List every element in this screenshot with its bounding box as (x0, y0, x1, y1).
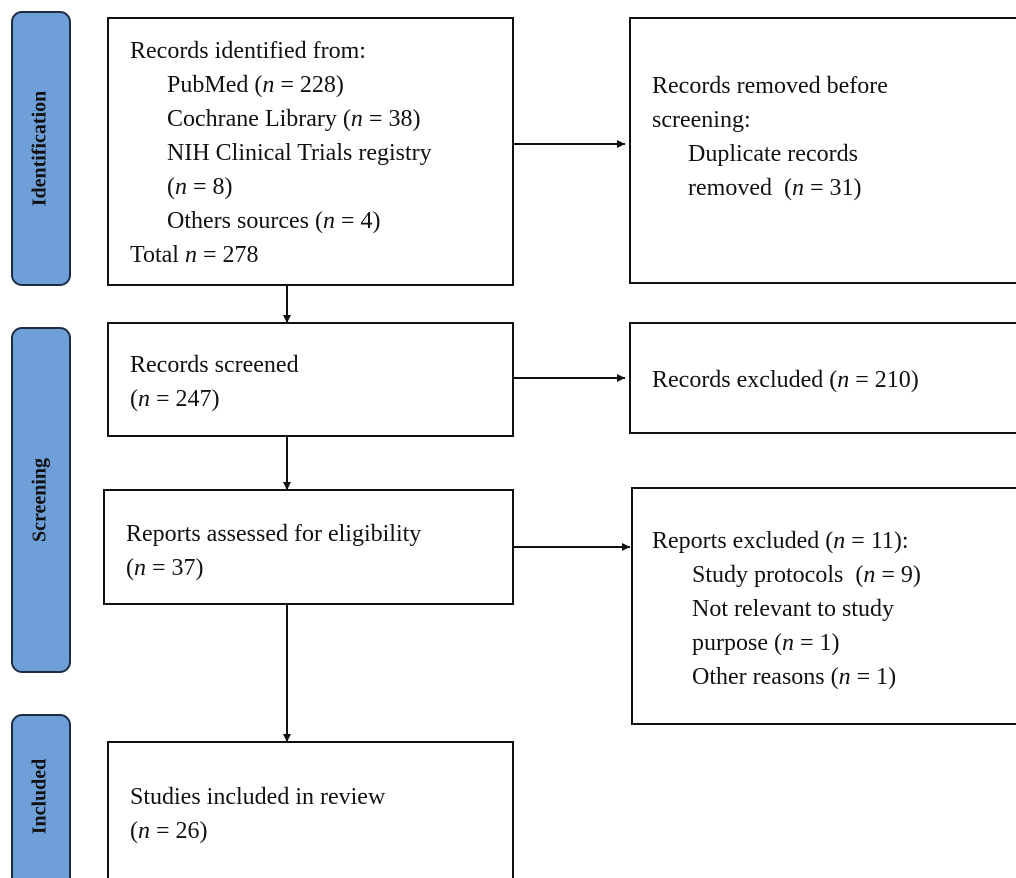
text-run: = 9) (875, 562, 921, 588)
text-run: = 1) (794, 630, 840, 656)
text-run: purpose ( (692, 630, 782, 656)
box-text: Records excluded (n = 210) (652, 367, 919, 393)
box-text: PubMed (n = 228) (167, 72, 344, 98)
box-text: (n = 37) (126, 555, 204, 581)
text-run: = 1) (851, 664, 897, 690)
italic-n: n (863, 562, 875, 588)
italic-n: n (323, 208, 335, 234)
text-run: Other reasons ( (692, 664, 839, 690)
text-run: ( (130, 818, 138, 844)
text-run: Not relevant to study (692, 596, 894, 622)
box-text: Not relevant to study (692, 596, 894, 622)
box-text: Other reasons (n = 1) (692, 664, 896, 690)
box-text: removed (n = 31) (688, 175, 862, 201)
italic-n: n (175, 174, 187, 200)
box-text: Others sources (n = 4) (167, 208, 380, 234)
text-run: ( (130, 386, 138, 412)
box-text: (n = 8) (167, 174, 233, 200)
italic-n: n (782, 630, 794, 656)
arrows (283, 140, 630, 742)
text-run: = 31) (804, 175, 862, 201)
italic-n: n (134, 555, 146, 581)
italic-n: n (262, 72, 274, 98)
text-run: Reports assessed for eligibility (126, 521, 421, 547)
text-run: = 278 (197, 242, 259, 268)
phase-bar (11, 714, 71, 878)
box-text: Studies included in review (130, 784, 386, 810)
box-text: Records screened (130, 352, 299, 378)
text-run: ( (167, 174, 175, 200)
text-run: Records identified from: (130, 38, 366, 64)
text-run: = 247) (150, 386, 220, 412)
box-text: Records identified from: (130, 38, 366, 64)
text-run: Cochrane Library ( (167, 106, 351, 132)
text-run: removed ( (688, 175, 792, 201)
italic-n: n (138, 386, 150, 412)
italic-n: n (833, 528, 845, 554)
text-run: = 11): (845, 528, 908, 554)
italic-n: n (185, 242, 197, 268)
text-run: screening: (652, 107, 751, 133)
box-text: Duplicate records (688, 141, 858, 167)
phase-label: Identification (29, 91, 51, 207)
flow-box (103, 489, 514, 605)
box-text: Records removed before (652, 73, 888, 99)
phase-bar (11, 11, 71, 286)
text-run: Records excluded ( (652, 367, 837, 393)
text-run: = 210) (849, 367, 919, 393)
box-text: Study protocols (n = 9) (692, 562, 921, 588)
text-run: = 4) (335, 208, 381, 234)
flow-box (107, 17, 514, 286)
box-text: (n = 26) (130, 818, 208, 844)
text-run: Duplicate records (688, 141, 858, 167)
italic-n: n (351, 106, 363, 132)
text-run: = 8) (187, 174, 233, 200)
box-text: NIH Clinical Trials registry (167, 140, 432, 166)
italic-n: n (792, 175, 804, 201)
text-run: NIH Clinical Trials registry (167, 140, 432, 166)
phase-label: Screening (29, 458, 51, 542)
text-run: Reports excluded ( (652, 528, 833, 554)
text-run: = 26) (150, 818, 208, 844)
italic-n: n (138, 818, 150, 844)
text-run: ( (126, 555, 134, 581)
flow-box (629, 17, 1016, 284)
flow-box (107, 741, 514, 878)
flow-box (629, 322, 1016, 434)
flow-box (631, 487, 1016, 725)
italic-n: n (839, 664, 851, 690)
phase-bar (11, 327, 71, 673)
flow-box (107, 322, 514, 437)
box-text: Reports excluded (n = 11): (652, 528, 909, 554)
text-run: Total (130, 242, 185, 268)
italic-n: n (837, 367, 849, 393)
text-run: = 228) (274, 72, 344, 98)
box-text: purpose (n = 1) (692, 630, 840, 656)
box-text: Reports assessed for eligibility (126, 521, 421, 547)
box-text: Total n = 278 (130, 242, 259, 268)
text-run: Records screened (130, 352, 299, 378)
text-run: Others sources ( (167, 208, 323, 234)
text-run: = 38) (363, 106, 421, 132)
box-text: screening: (652, 107, 751, 133)
box-text: (n = 247) (130, 386, 220, 412)
box-text: Cochrane Library (n = 38) (167, 106, 420, 132)
text-run: Studies included in review (130, 784, 386, 810)
text-run: Records removed before (652, 73, 888, 99)
text-run: = 37) (146, 555, 204, 581)
phase-label: Included (29, 759, 51, 835)
text-run: Study protocols ( (692, 562, 863, 588)
text-run: PubMed ( (167, 72, 262, 98)
